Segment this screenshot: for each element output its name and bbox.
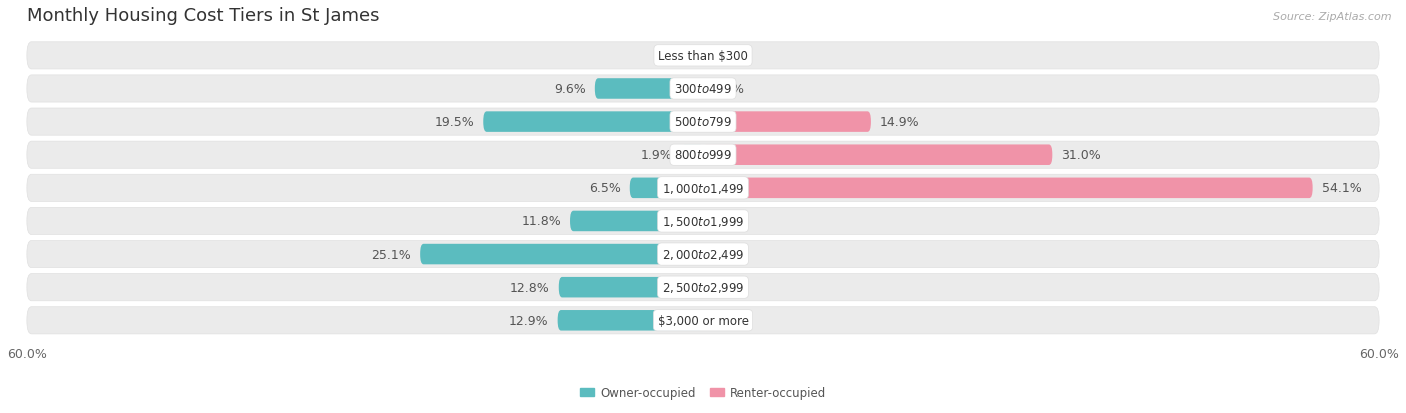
Text: 0.0%: 0.0% [711,281,744,294]
Text: 12.9%: 12.9% [509,314,548,327]
FancyBboxPatch shape [703,178,1313,199]
FancyBboxPatch shape [27,43,1379,70]
Text: $3,000 or more: $3,000 or more [658,314,748,327]
FancyBboxPatch shape [27,274,1379,301]
FancyBboxPatch shape [27,76,1379,103]
Text: 0.0%: 0.0% [711,248,744,261]
Text: 6.5%: 6.5% [589,182,620,195]
Text: 0.0%: 0.0% [711,50,744,63]
Text: Source: ZipAtlas.com: Source: ZipAtlas.com [1274,12,1392,22]
FancyBboxPatch shape [569,211,703,232]
Text: 19.5%: 19.5% [434,116,474,129]
FancyBboxPatch shape [27,307,1379,334]
Text: 0.0%: 0.0% [711,215,744,228]
FancyBboxPatch shape [703,145,1052,166]
FancyBboxPatch shape [27,109,1379,136]
Text: $2,000 to $2,499: $2,000 to $2,499 [662,247,744,261]
Text: $500 to $799: $500 to $799 [673,116,733,129]
FancyBboxPatch shape [682,145,703,166]
FancyBboxPatch shape [484,112,703,133]
Text: 9.6%: 9.6% [554,83,586,96]
FancyBboxPatch shape [558,277,703,298]
FancyBboxPatch shape [27,142,1379,169]
FancyBboxPatch shape [27,241,1379,268]
Text: 12.8%: 12.8% [510,281,550,294]
Text: Monthly Housing Cost Tiers in St James: Monthly Housing Cost Tiers in St James [27,7,380,25]
Text: 0.0%: 0.0% [662,50,695,63]
Text: 1.9%: 1.9% [641,149,672,162]
FancyBboxPatch shape [27,175,1379,202]
Text: 25.1%: 25.1% [371,248,411,261]
Text: $800 to $999: $800 to $999 [673,149,733,162]
Text: 11.8%: 11.8% [522,215,561,228]
FancyBboxPatch shape [630,178,703,199]
Legend: Owner-occupied, Renter-occupied: Owner-occupied, Renter-occupied [575,381,831,404]
Text: $2,500 to $2,999: $2,500 to $2,999 [662,280,744,294]
Text: 14.9%: 14.9% [880,116,920,129]
Text: 54.1%: 54.1% [1322,182,1361,195]
Text: 0.0%: 0.0% [711,83,744,96]
Text: $1,000 to $1,499: $1,000 to $1,499 [662,181,744,195]
Text: $300 to $499: $300 to $499 [673,83,733,96]
Text: 31.0%: 31.0% [1062,149,1101,162]
FancyBboxPatch shape [595,79,703,100]
Text: $1,500 to $1,999: $1,500 to $1,999 [662,214,744,228]
FancyBboxPatch shape [27,208,1379,235]
Text: 0.0%: 0.0% [711,314,744,327]
FancyBboxPatch shape [420,244,703,265]
Text: Less than $300: Less than $300 [658,50,748,63]
FancyBboxPatch shape [703,112,870,133]
FancyBboxPatch shape [558,310,703,331]
